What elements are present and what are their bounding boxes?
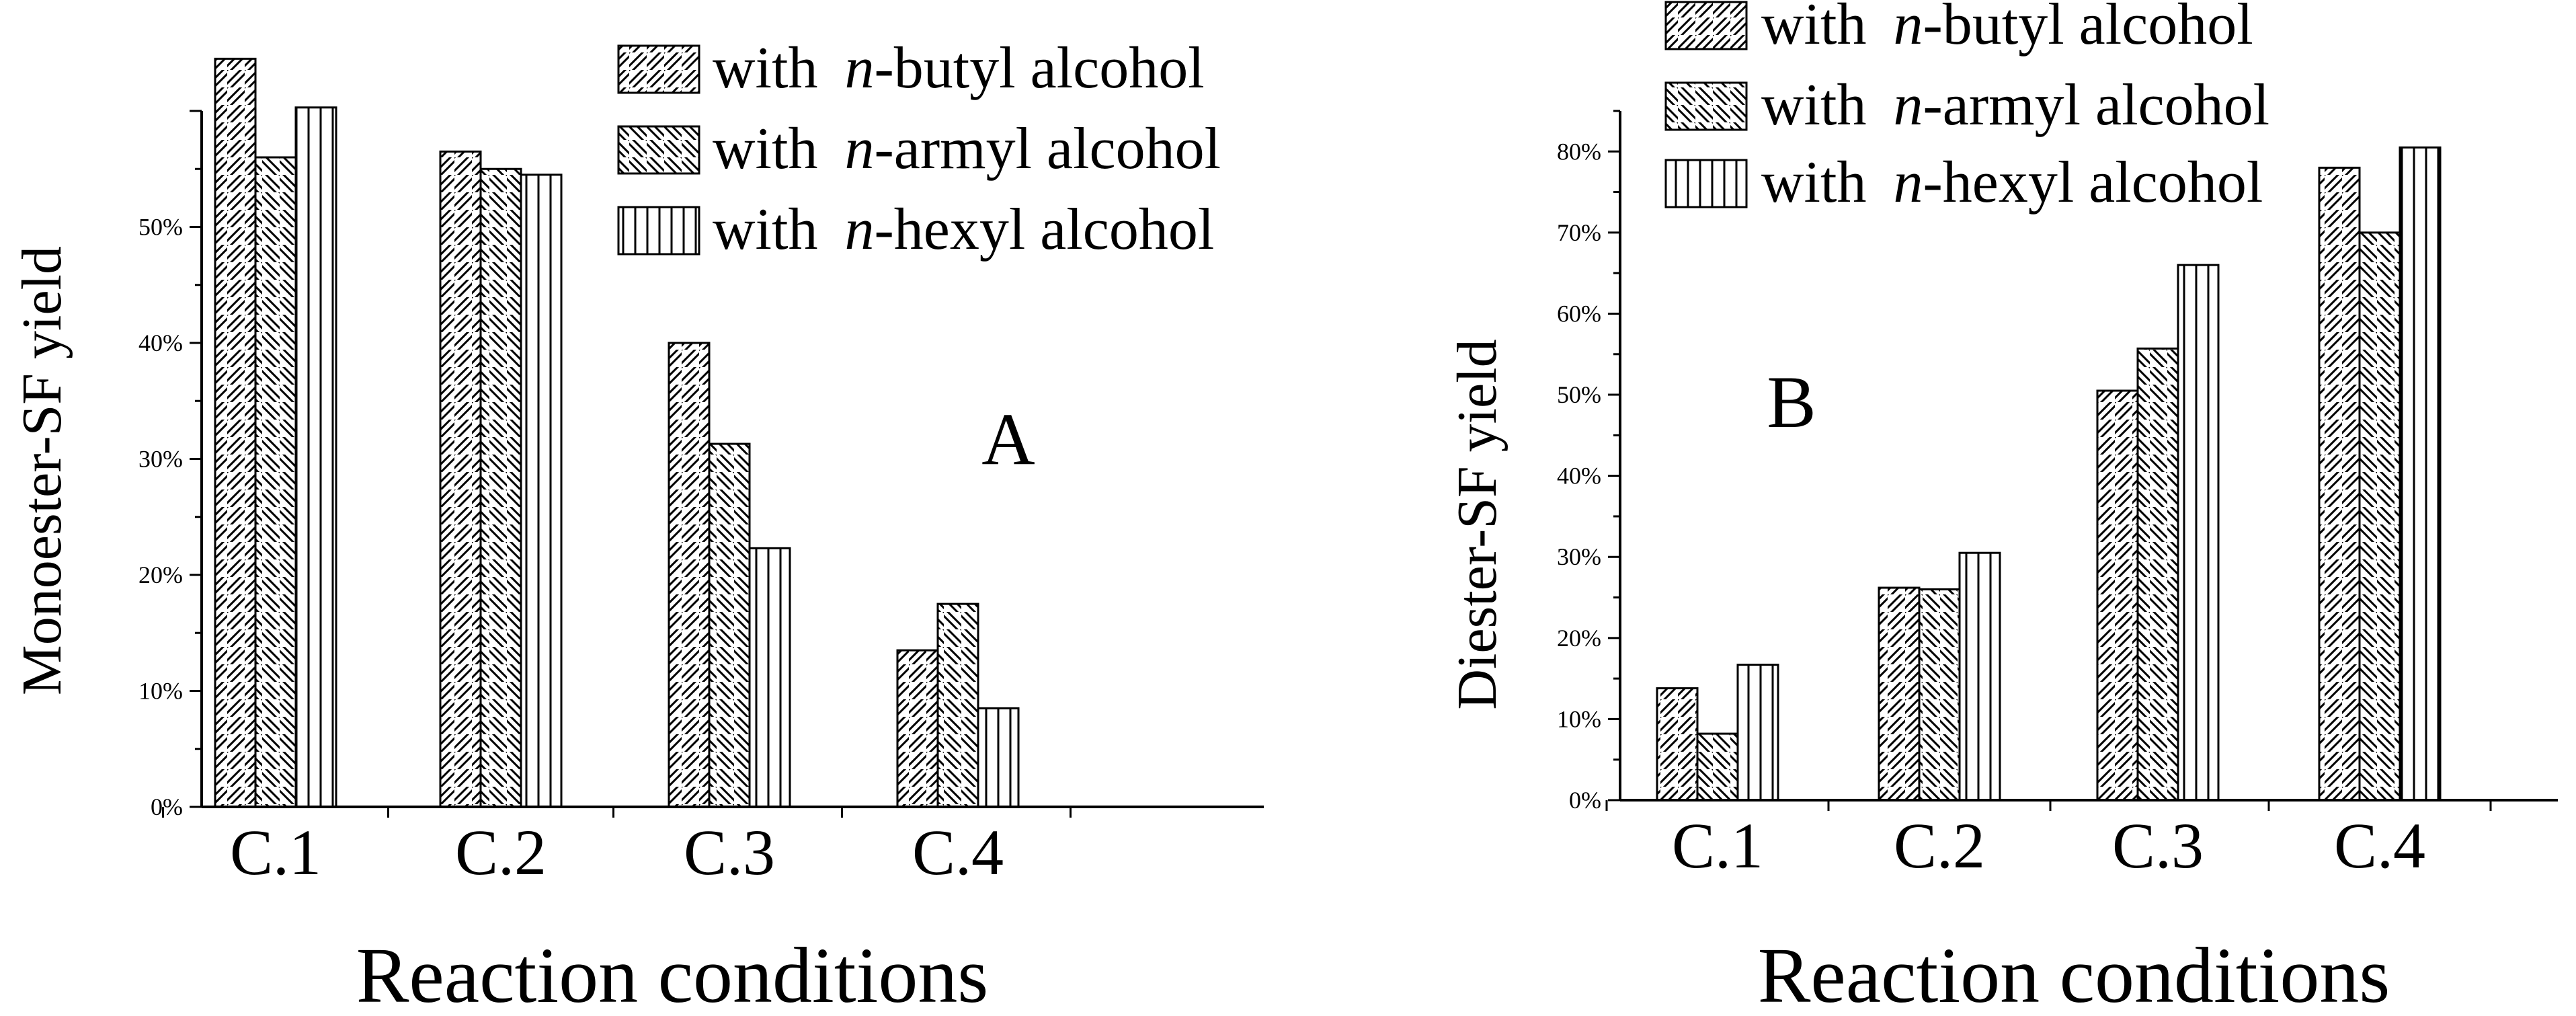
y-tick-label: 10% xyxy=(138,678,183,705)
x-tick-label: C.4 xyxy=(912,816,1004,888)
y-tick-label: 80% xyxy=(1557,138,1601,165)
y-tick-label: 50% xyxy=(138,214,183,241)
bar xyxy=(2399,146,2442,802)
bar xyxy=(254,156,297,808)
bar xyxy=(668,342,711,808)
x-tick-label: C.3 xyxy=(684,816,775,888)
legend-label: with n-butyl alcohol xyxy=(713,36,1205,101)
bar xyxy=(439,150,482,808)
legend-label: with n-butyl alcohol xyxy=(1761,0,2253,57)
panel-label: B xyxy=(1767,361,1816,443)
y-tick-label: 20% xyxy=(1557,625,1601,652)
y-tick-label: 40% xyxy=(1557,463,1601,490)
bar xyxy=(1656,687,1699,802)
bar xyxy=(708,442,751,808)
x-tick-label: C.1 xyxy=(1672,810,1763,882)
bar xyxy=(520,173,563,808)
y-tick-label: 50% xyxy=(1557,381,1601,408)
y-tick-label: 0% xyxy=(1569,787,1601,814)
y-tick-label: 10% xyxy=(1557,705,1601,732)
y-tick-label: 40% xyxy=(138,329,183,356)
bar xyxy=(1878,586,1921,802)
bar xyxy=(2096,389,2139,802)
bar xyxy=(977,707,1020,808)
bar xyxy=(748,547,791,808)
bar xyxy=(2318,166,2361,802)
panel-a: 0% 10% 20% 30% 40% 50% C.1 C.2 C.3 C.4 Reaction co… xyxy=(11,36,1264,1016)
legend-swatch xyxy=(1664,1,1748,50)
bar xyxy=(936,602,979,808)
bar xyxy=(2358,231,2401,802)
x-tick-label: C.1 xyxy=(230,816,321,888)
legend-label: with n-hexyl alcohol xyxy=(1761,150,2263,215)
bar xyxy=(1918,588,1961,802)
bar xyxy=(2177,264,2220,802)
bar xyxy=(214,57,257,808)
x-tick-label: C.4 xyxy=(2334,810,2425,882)
y-tick-label: 20% xyxy=(138,561,183,588)
y-tick-label: 0% xyxy=(151,793,183,820)
panel-label: A xyxy=(981,398,1035,480)
bar xyxy=(294,106,337,808)
legend-label: with n-armyl alcohol xyxy=(1761,73,2269,138)
x-tick-label: C.2 xyxy=(455,816,547,888)
bar xyxy=(1696,732,1739,802)
bar xyxy=(896,649,939,808)
y-tick-label: 30% xyxy=(138,446,183,473)
y-tick-label: 30% xyxy=(1557,543,1601,570)
legend-swatch xyxy=(1664,159,1748,208)
legend-swatch xyxy=(617,44,700,94)
bar xyxy=(1958,551,2001,802)
y-tick-label: 60% xyxy=(1557,300,1601,327)
legend-swatch xyxy=(617,125,700,175)
x-axis-title: Reaction conditions xyxy=(356,931,989,1016)
bar xyxy=(1736,664,1779,802)
panel-b: 0% 10% 20% 30% 40% 50% 60% 70% 80% C.1 C.2 C.3 C.4 Re… xyxy=(1446,0,2558,1016)
y-axis-title: Monoester-SF yield xyxy=(11,246,73,695)
bar xyxy=(479,167,522,808)
bar xyxy=(2136,347,2179,802)
y-tick-label: 70% xyxy=(1557,219,1601,246)
x-axis-title: Reaction conditions xyxy=(1758,931,2390,1016)
legend-swatch xyxy=(1664,81,1748,131)
x-tick-label: C.3 xyxy=(2112,810,2204,882)
x-tick-label: C.2 xyxy=(1894,810,1985,882)
legend-swatch xyxy=(617,206,700,256)
legend-label: with n-armyl alcohol xyxy=(713,116,1221,182)
y-axis-title: Diester-SF yield xyxy=(1446,339,1508,709)
legend-label: with n-hexyl alcohol xyxy=(713,197,1214,262)
